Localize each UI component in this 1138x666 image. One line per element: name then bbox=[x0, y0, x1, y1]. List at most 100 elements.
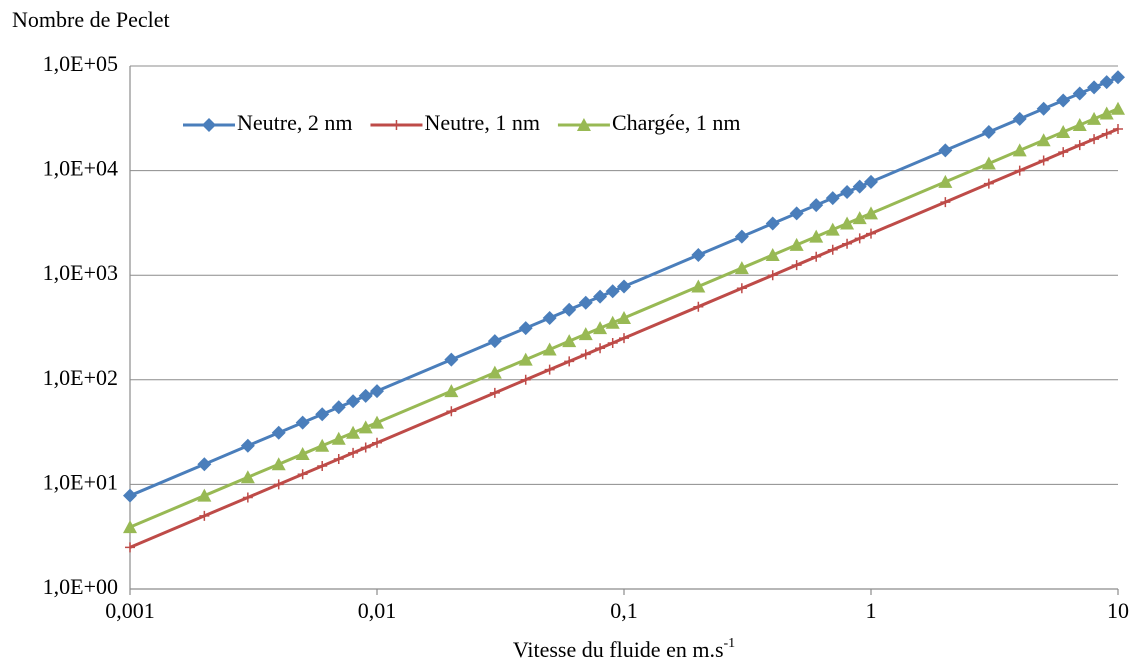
data-point bbox=[562, 334, 577, 348]
data-point bbox=[1036, 133, 1051, 147]
data-point bbox=[825, 222, 840, 236]
data-point bbox=[372, 437, 382, 448]
data-point bbox=[734, 229, 749, 244]
x-tick-label: 0,01 bbox=[358, 598, 397, 623]
data-point bbox=[295, 415, 310, 430]
data-point bbox=[331, 431, 346, 445]
data-point bbox=[840, 185, 855, 200]
data-point bbox=[691, 247, 706, 262]
data-point bbox=[1012, 143, 1027, 157]
data-point bbox=[360, 442, 371, 453]
data-point bbox=[789, 206, 804, 221]
data-point bbox=[736, 283, 747, 294]
data-point bbox=[1072, 86, 1087, 101]
y-tick-label: 1,0E+03 bbox=[43, 260, 118, 285]
data-point bbox=[791, 260, 802, 271]
legend-marker bbox=[576, 118, 591, 131]
data-point bbox=[607, 337, 618, 348]
data-point bbox=[1058, 147, 1069, 158]
legend-label: Chargée, 1 nm bbox=[612, 110, 741, 135]
y-tick-label: 1,0E+00 bbox=[43, 574, 118, 599]
data-point bbox=[1101, 128, 1112, 139]
data-point bbox=[562, 302, 577, 317]
y-tick-label: 1,0E+02 bbox=[43, 365, 118, 390]
x-axis-label-text: Vitesse du fluide en m.s bbox=[513, 637, 724, 662]
data-point bbox=[1087, 80, 1102, 95]
data-point bbox=[346, 394, 361, 409]
data-point bbox=[852, 211, 867, 225]
data-point bbox=[619, 333, 629, 344]
data-point bbox=[842, 238, 853, 249]
data-point bbox=[297, 469, 308, 480]
series bbox=[125, 123, 1123, 553]
data-point bbox=[487, 365, 502, 379]
data-point bbox=[1113, 123, 1123, 134]
data-point bbox=[240, 470, 255, 484]
data-point bbox=[811, 251, 822, 262]
x-tick-label: 0,1 bbox=[610, 598, 638, 623]
data-point bbox=[593, 289, 608, 304]
data-point bbox=[542, 342, 557, 356]
data-point bbox=[544, 364, 555, 375]
data-point bbox=[765, 216, 780, 231]
data-point bbox=[444, 384, 459, 398]
data-point bbox=[827, 244, 838, 255]
data-point bbox=[825, 191, 840, 206]
x-axis-label: Vitesse du fluide en m.s-1 bbox=[513, 636, 735, 662]
legend-marker bbox=[202, 118, 216, 132]
data-point bbox=[240, 438, 255, 453]
data-point bbox=[370, 415, 384, 429]
y-tick-label: 1,0E+01 bbox=[43, 469, 118, 494]
x-axis-label-superscript: -1 bbox=[724, 636, 736, 651]
data-point bbox=[1099, 75, 1114, 90]
x-tick-label: 10 bbox=[1107, 598, 1129, 623]
data-point bbox=[489, 387, 500, 398]
data-point bbox=[197, 488, 212, 502]
data-point bbox=[1074, 140, 1085, 151]
data-point bbox=[1056, 124, 1071, 138]
data-point bbox=[789, 237, 804, 251]
data-point bbox=[1072, 117, 1087, 131]
data-point bbox=[542, 310, 557, 325]
data-point bbox=[578, 327, 593, 341]
data-point bbox=[605, 315, 620, 329]
data-point bbox=[1089, 134, 1100, 145]
data-point bbox=[518, 352, 533, 366]
data-point bbox=[595, 343, 606, 354]
data-point bbox=[593, 321, 608, 335]
data-point bbox=[983, 178, 994, 189]
data-point bbox=[271, 425, 286, 440]
data-point bbox=[852, 179, 867, 194]
data-point bbox=[765, 247, 780, 261]
data-point bbox=[981, 124, 996, 139]
data-point bbox=[123, 520, 137, 534]
chart-title: Nombre de Peclet bbox=[12, 7, 170, 32]
data-point bbox=[346, 425, 361, 439]
data-point bbox=[487, 334, 502, 349]
data-point bbox=[333, 453, 344, 464]
series bbox=[123, 101, 1125, 534]
data-point bbox=[125, 542, 135, 553]
y-tick-label: 1,0E+04 bbox=[43, 156, 118, 181]
data-point bbox=[1111, 70, 1125, 85]
data-point bbox=[520, 374, 531, 385]
data-point bbox=[580, 349, 591, 360]
data-point bbox=[331, 400, 346, 415]
data-point bbox=[1036, 101, 1051, 116]
data-point bbox=[197, 457, 212, 472]
series bbox=[123, 70, 1125, 503]
data-point bbox=[199, 510, 210, 521]
data-point bbox=[1056, 93, 1071, 108]
data-point bbox=[358, 388, 373, 403]
data-point bbox=[315, 407, 330, 422]
data-point bbox=[444, 352, 459, 367]
data-point bbox=[295, 447, 310, 461]
data-point bbox=[767, 270, 778, 281]
legend-marker bbox=[391, 120, 402, 130]
data-point bbox=[273, 479, 284, 490]
x-tick-label: 0,001 bbox=[105, 598, 155, 623]
data-point bbox=[1038, 155, 1049, 166]
data-point bbox=[617, 279, 631, 294]
data-point bbox=[317, 460, 328, 471]
